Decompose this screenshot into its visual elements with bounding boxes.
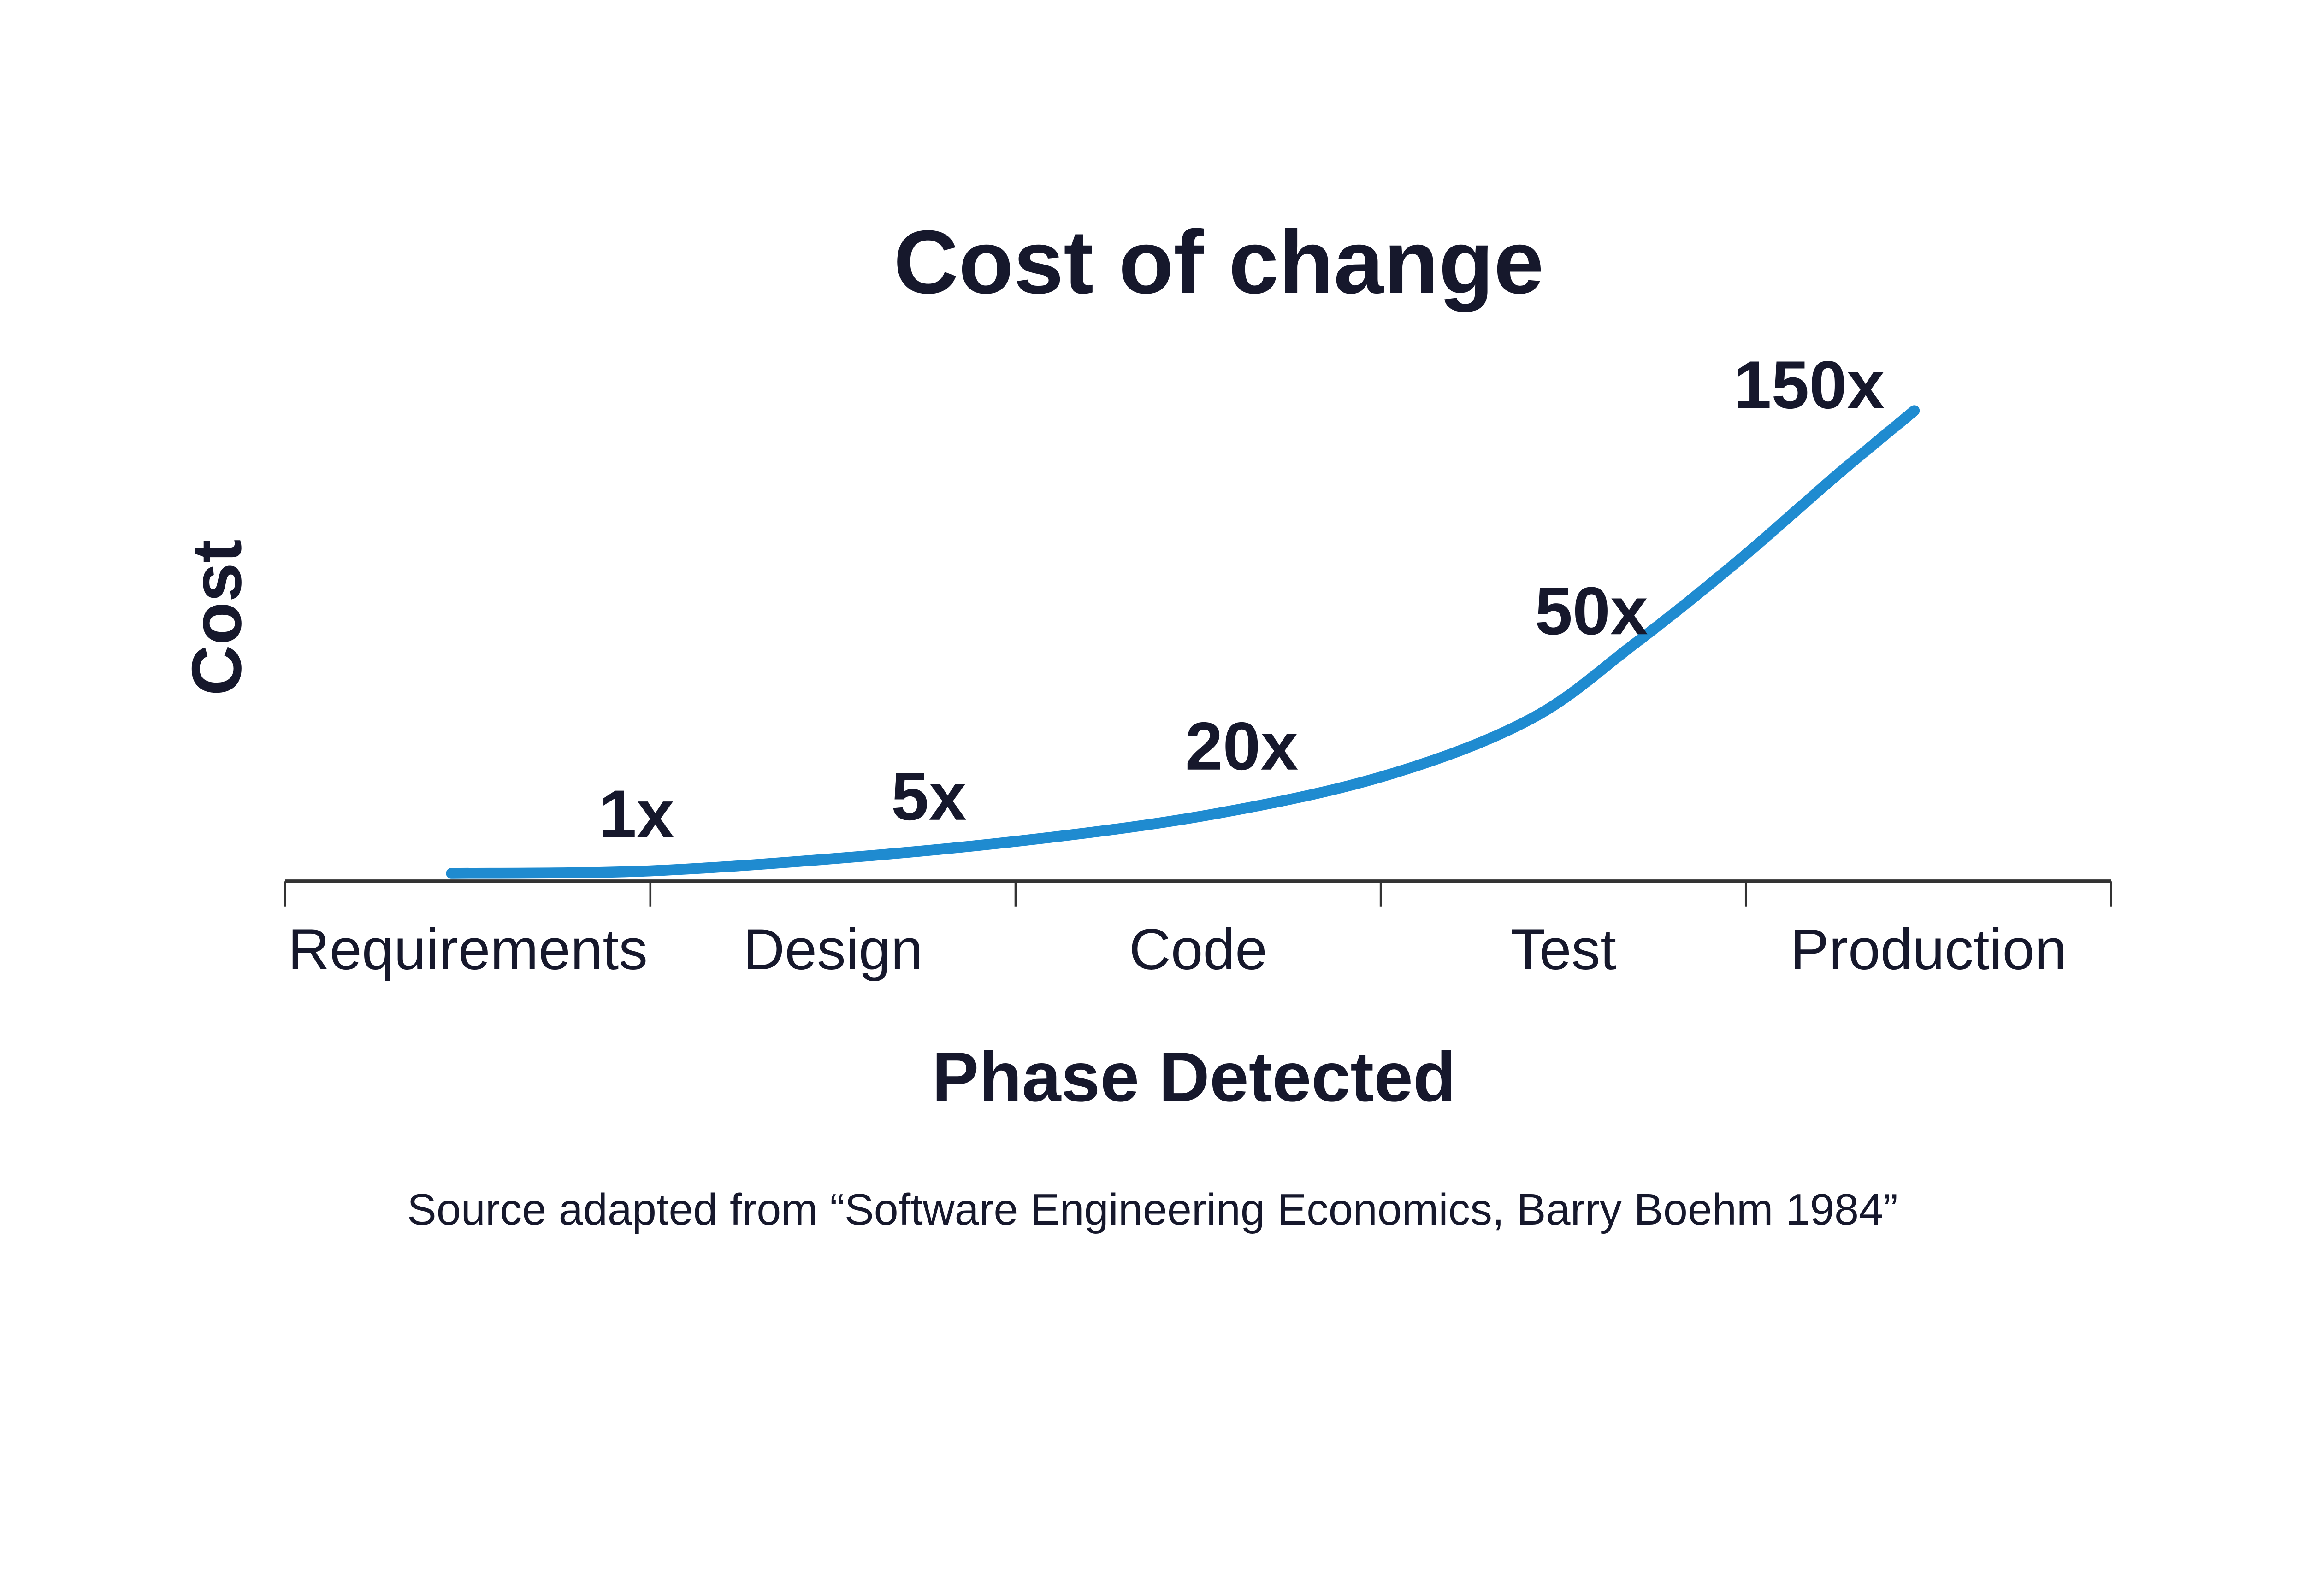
x-axis-category-requirements: Requirements [288, 917, 648, 982]
point-label-150x: 150x [1734, 347, 1885, 423]
chart-background [0, 0, 2305, 1450]
x-axis-category-test: Test [1510, 917, 1616, 982]
point-labels: 1x 5x 20x 50x 150x [599, 347, 1885, 852]
chart-title: Cost of change [893, 212, 1544, 312]
cost-curve [446, 405, 1920, 879]
y-axis-title: Cost [177, 539, 256, 695]
x-axis-category-design: Design [743, 917, 923, 982]
point-label-1x: 1x [599, 777, 674, 852]
chart-page: Cost of change Cost Requirements Design Co… [0, 0, 2305, 1450]
point-label-5x: 5x [891, 759, 967, 835]
point-label-50x: 50x [1535, 573, 1648, 649]
point-label-20x: 20x [1185, 709, 1299, 784]
x-axis: Requirements Design Code Test Production [284, 879, 2112, 982]
source-note: Source adapted from “Software Engineerin… [407, 1185, 1898, 1234]
cost-of-change-chart: Cost of change Cost Requirements Design Co… [0, 0, 2305, 1450]
x-axis-title: Phase Detected [932, 1038, 1456, 1116]
x-axis-category-code: Code [1129, 917, 1267, 982]
x-axis-category-production: Production [1791, 917, 2067, 982]
